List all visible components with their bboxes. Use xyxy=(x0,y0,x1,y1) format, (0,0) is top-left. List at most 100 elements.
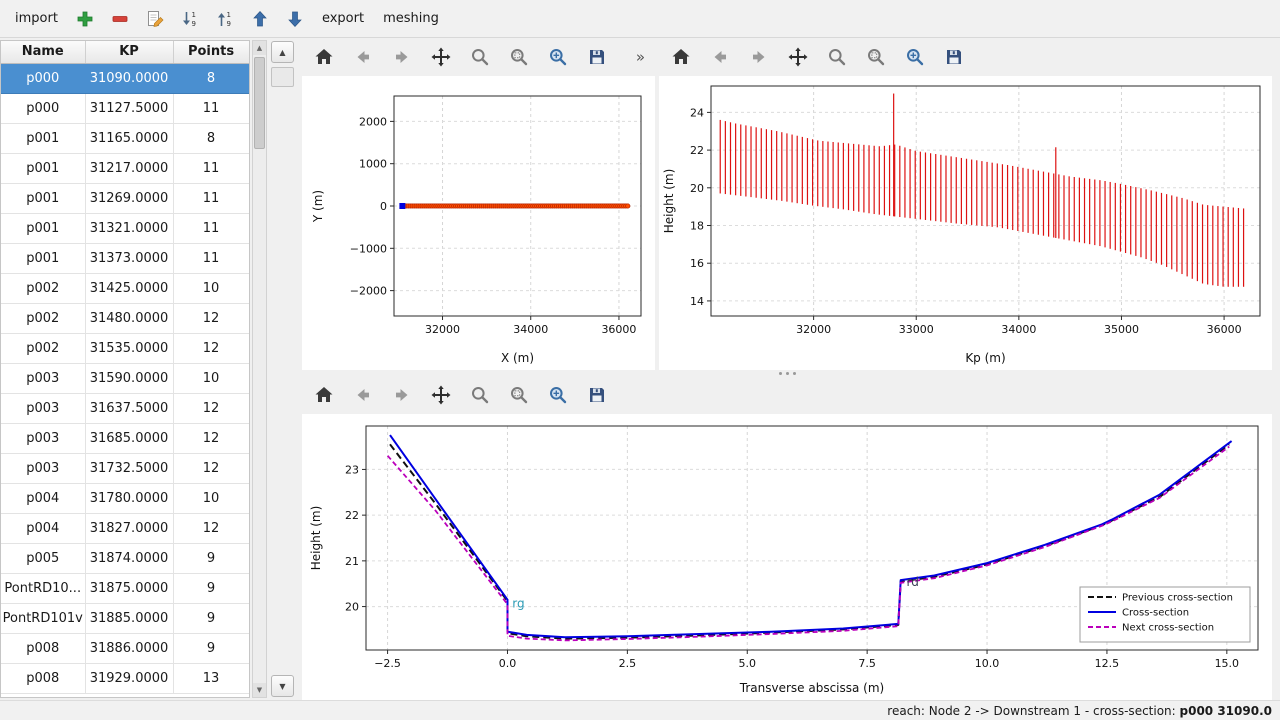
svg-text:16: 16 xyxy=(690,257,704,270)
table-row[interactable]: PontRD10... 31875.0000 9 xyxy=(1,573,249,604)
svg-text:20: 20 xyxy=(690,182,704,195)
subplots-button[interactable] xyxy=(903,45,927,69)
table-row[interactable]: p000 31090.0000 8 xyxy=(1,63,249,94)
panel-scroll-strip: ▲ ▼ xyxy=(269,40,296,698)
zoom-button[interactable] xyxy=(468,45,492,69)
svg-text:35000: 35000 xyxy=(1104,323,1139,336)
subplots-button[interactable] xyxy=(546,383,570,407)
zoom-rect-button[interactable] xyxy=(507,383,531,407)
splitter-handle[interactable] xyxy=(302,370,1272,376)
remove-section-button[interactable] xyxy=(109,8,131,30)
svg-text:Kp (m): Kp (m) xyxy=(965,351,1005,365)
table-row[interactable]: p001 31165.0000 8 xyxy=(1,123,249,154)
table-row[interactable]: p002 31480.0000 12 xyxy=(1,303,249,334)
forward-button[interactable] xyxy=(747,45,771,69)
table-row[interactable]: p003 31590.0000 10 xyxy=(1,363,249,394)
table-row[interactable]: p008 31886.0000 9 xyxy=(1,633,249,664)
zoom-button[interactable] xyxy=(468,383,492,407)
import-button[interactable]: import xyxy=(15,11,58,26)
zoom-button[interactable] xyxy=(825,45,849,69)
plus-icon xyxy=(75,9,95,29)
column-header-name[interactable]: Name xyxy=(1,41,86,64)
home-button[interactable] xyxy=(312,383,336,407)
save-button[interactable] xyxy=(942,45,966,69)
table-row[interactable]: p001 31269.0000 11 xyxy=(1,183,249,214)
zoom-rect-icon xyxy=(866,47,886,67)
back-button[interactable] xyxy=(351,45,375,69)
xy-plot-canvas[interactable]: 32000 34000 36000 −2000 −1000 0 1000 2000 X (m) Y… xyxy=(302,76,655,370)
table-row[interactable]: p008 31929.0000 13 xyxy=(1,663,249,694)
profile-plot-canvas[interactable]: 32000 33000 34000 35000 36000 14 16 18 20 22 24 Kp … xyxy=(659,76,1272,370)
column-header-points[interactable]: Points xyxy=(173,41,249,64)
toolbar-overflow-chevron[interactable]: » xyxy=(635,48,645,66)
home-button[interactable] xyxy=(669,45,693,69)
table-row[interactable]: p001 31321.0000 11 xyxy=(1,213,249,244)
scrollbar-down-arrow-icon[interactable]: ▼ xyxy=(253,683,266,697)
minus-icon xyxy=(110,9,130,29)
column-header-kp[interactable]: KP xyxy=(85,41,174,64)
panel-scroll-down-button[interactable]: ▼ xyxy=(271,675,294,697)
cross-section-plot-canvas[interactable]: −2.5 0.0 2.5 5.0 7.5 10.0 12.5 15.0 20 21 22 23 Tran… xyxy=(302,414,1272,700)
scrollbar-track[interactable] xyxy=(253,55,266,683)
svg-text:15.0: 15.0 xyxy=(1215,657,1240,670)
table-row[interactable]: p004 31780.0000 10 xyxy=(1,483,249,514)
svg-text:18: 18 xyxy=(690,220,704,233)
back-icon xyxy=(353,385,373,405)
svg-text:36000: 36000 xyxy=(1207,323,1242,336)
panel-scroll-thumb[interactable] xyxy=(271,67,294,87)
save-button[interactable] xyxy=(585,45,609,69)
table-row[interactable]: p002 31535.0000 12 xyxy=(1,333,249,364)
svg-text:32000: 32000 xyxy=(425,323,460,336)
home-button[interactable] xyxy=(312,45,336,69)
svg-text:9: 9 xyxy=(226,20,230,28)
meshing-button[interactable]: meshing xyxy=(383,11,439,26)
zoom-rect-button[interactable] xyxy=(507,45,531,69)
svg-text:24: 24 xyxy=(690,106,704,119)
forward-button[interactable] xyxy=(390,383,414,407)
svg-text:10.0: 10.0 xyxy=(975,657,1000,670)
zoom-rect-button[interactable] xyxy=(864,45,888,69)
top-figures-row: » 32000 34000 36000 −2000 −1000 0 1000 2000 X (m… xyxy=(302,38,1272,370)
pan-button[interactable] xyxy=(429,45,453,69)
table-row[interactable]: p001 31217.0000 11 xyxy=(1,153,249,184)
svg-text:22: 22 xyxy=(345,509,359,522)
svg-text:−2000: −2000 xyxy=(350,285,387,298)
subplots-button[interactable] xyxy=(546,45,570,69)
table-row[interactable]: p004 31827.0000 12 xyxy=(1,513,249,544)
table-row[interactable]: p005 31874.0000 9 xyxy=(1,543,249,574)
svg-text:21: 21 xyxy=(345,555,359,568)
move-down-button[interactable] xyxy=(284,8,306,30)
table-row[interactable]: p002 31425.0000 10 xyxy=(1,273,249,304)
scrollbar-thumb[interactable] xyxy=(254,57,265,149)
table-row[interactable]: p000 31127.5000 11 xyxy=(1,93,249,124)
table-scrollbar[interactable]: ▲ ▼ xyxy=(252,40,267,698)
export-button[interactable]: export xyxy=(321,11,365,26)
panel-scroll-up-button[interactable]: ▲ xyxy=(271,41,294,63)
xy-figure-panel: » 32000 34000 36000 −2000 −1000 0 1000 2000 X (m… xyxy=(302,38,655,370)
scrollbar-up-arrow-icon[interactable]: ▲ xyxy=(253,41,266,55)
section-table-body: p000 31090.0000 8 p000 31127.5000 11 p001 31165… xyxy=(1,63,249,694)
svg-text:36000: 36000 xyxy=(601,323,636,336)
save-button[interactable] xyxy=(585,383,609,407)
save-icon xyxy=(587,385,607,405)
back-button[interactable] xyxy=(351,383,375,407)
table-row[interactable]: p003 31685.0000 12 xyxy=(1,423,249,454)
table-row[interactable]: p003 31637.5000 12 xyxy=(1,393,249,424)
back-button[interactable] xyxy=(708,45,732,69)
svg-text:12.5: 12.5 xyxy=(1095,657,1120,670)
status-text: reach: Node 2 -> Downstream 1 - cross-se… xyxy=(887,703,1180,718)
status-bar: reach: Node 2 -> Downstream 1 - cross-se… xyxy=(0,700,1280,720)
move-up-button[interactable] xyxy=(249,8,271,30)
pan-button[interactable] xyxy=(429,383,453,407)
table-row[interactable]: p001 31373.0000 11 xyxy=(1,243,249,274)
pan-button[interactable] xyxy=(786,45,810,69)
table-row[interactable]: PontRD101v 31885.0000 9 xyxy=(1,603,249,634)
table-row[interactable]: p003 31732.5000 12 xyxy=(1,453,249,484)
edit-section-button[interactable] xyxy=(144,8,166,30)
add-section-button[interactable] xyxy=(74,8,96,30)
forward-button[interactable] xyxy=(390,45,414,69)
